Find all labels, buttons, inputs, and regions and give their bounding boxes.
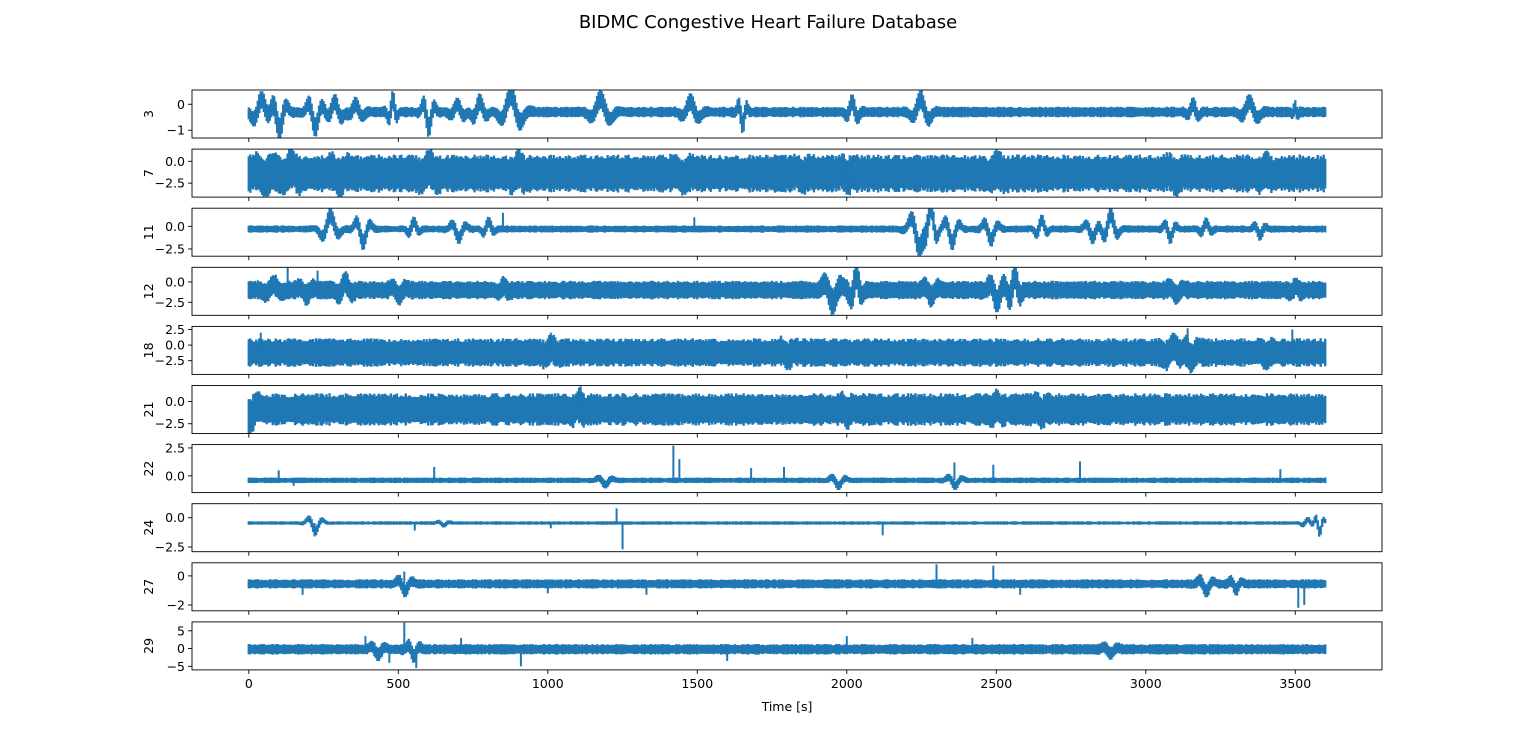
y-tick-label: 2.5 [165, 440, 185, 455]
y-tick-label: −2.5 [155, 540, 185, 555]
axes-frame [191, 325, 1383, 375]
series-line [247, 90, 1327, 138]
series-line [247, 514, 1327, 537]
x-tick-label: 3000 [1130, 676, 1162, 691]
axes-frame [191, 562, 1383, 612]
y-tick-label: −2.5 [155, 241, 185, 256]
y-tick-label: 0.0 [165, 510, 185, 525]
y-axis-label: 29 [141, 638, 156, 654]
x-tick-label: 2500 [980, 676, 1012, 691]
y-tick-label: 0 [177, 568, 185, 583]
y-axis-label: 27 [141, 579, 156, 595]
axes-frame [191, 385, 1383, 434]
y-axis-label: 7 [141, 169, 156, 177]
y-tick-label: 0 [177, 641, 185, 656]
x-tick-label: 1500 [681, 676, 713, 691]
y-tick-label: 5 [177, 623, 185, 638]
y-tick-label: 0.0 [165, 219, 185, 234]
y-axis-label: 12 [141, 283, 156, 299]
axes-frame [191, 89, 1383, 139]
subplot-21: −2.5 0.0 21 [141, 385, 1383, 438]
subplot-22: 0.0 2.5 22 [141, 440, 1383, 497]
y-tick-label: 0.0 [165, 274, 185, 289]
y-axis-label: 11 [141, 224, 156, 240]
subplot-panels: −103−2.50.07−2.50.011−2.50.012−2.50.02.5… [141, 89, 1383, 691]
series-line [247, 574, 1327, 598]
subplot-29: −5 0 5 29 0 500 1000 1500 2000 2500 3000 3500 [141, 621, 1383, 691]
series-line [247, 473, 1327, 490]
x-axis-label: Time [s] [761, 699, 813, 714]
series-line [247, 208, 1327, 256]
subplot-3: −1 0 3 [141, 89, 1383, 142]
y-axis-label: 18 [141, 342, 156, 358]
series-line [247, 638, 1327, 663]
y-tick-label: −2.5 [155, 295, 185, 310]
axes-frame [191, 503, 1383, 553]
axes-frame [191, 207, 1383, 257]
y-tick-label: −2.5 [155, 176, 185, 191]
chart-title: BIDMC Congestive Heart Failure Database [578, 12, 958, 33]
y-tick-label: −1 [167, 123, 185, 138]
subplot-27: −2 0 27 [141, 562, 1383, 615]
y-tick-label: 0 [177, 97, 185, 112]
subplot-24: −2.5 0.0 24 [141, 503, 1383, 556]
y-tick-label: 0.0 [165, 394, 185, 409]
series-line [247, 149, 1327, 197]
y-axis-label: 22 [141, 461, 156, 477]
y-tick-label: −2.5 [155, 353, 185, 368]
subplot-7: −2.5 0.0 7 [141, 148, 1383, 202]
axes-frame [191, 266, 1383, 316]
x-tick-label: 2000 [831, 676, 863, 691]
subplot-11: −2.5 0.0 11 [141, 207, 1383, 261]
y-tick-label: 0.0 [165, 338, 185, 353]
series-line [247, 332, 1327, 374]
y-tick-label: 2.5 [165, 322, 185, 337]
x-tick-label: 500 [386, 676, 410, 691]
x-tick-label: 3500 [1279, 676, 1311, 691]
subplot-12: −2.5 0.0 12 [141, 266, 1383, 320]
axes-frame [191, 444, 1383, 494]
y-axis-label: 24 [141, 520, 156, 536]
y-tick-label: 0.0 [165, 468, 185, 483]
y-tick-label: −2.5 [155, 416, 185, 431]
y-tick-label: −2 [167, 597, 185, 612]
series-line [247, 387, 1327, 433]
y-tick-label: −5 [167, 659, 185, 674]
series-line [247, 267, 1327, 315]
axes-frame [191, 621, 1383, 671]
x-tick-label: 0 [245, 676, 253, 691]
axes-frame [191, 148, 1383, 198]
y-axis-label: 21 [141, 402, 156, 418]
subplot-18: −2.50.02.5 18 [141, 322, 1383, 379]
y-tick-label: 0.0 [165, 154, 185, 169]
y-axis-label: 3 [141, 110, 156, 118]
x-tick-label: 1000 [532, 676, 564, 691]
